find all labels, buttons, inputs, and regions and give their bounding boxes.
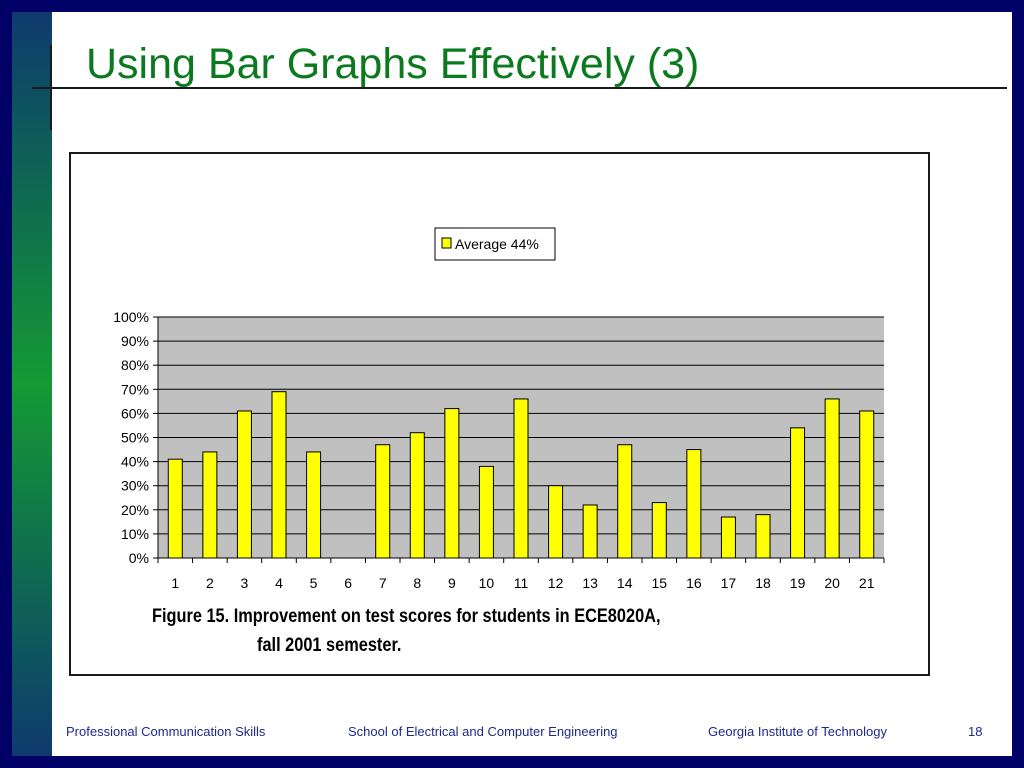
bar — [651, 502, 667, 559]
legend-label: Average 44% — [455, 236, 539, 252]
footer-institution: Georgia Institute of Technology — [708, 724, 887, 739]
bar — [409, 432, 425, 559]
slide-title: Using Bar Graphs Effectively (3) — [86, 40, 700, 88]
bar — [236, 410, 252, 559]
x-tick-label: 12 — [548, 575, 564, 591]
x-tick-label: 3 — [241, 575, 249, 591]
legend-swatch — [441, 237, 452, 249]
x-tick-label: 16 — [686, 575, 702, 591]
x-tick-label: 14 — [617, 575, 633, 591]
chart-frame: 0% 10% 20% 30% 40% 50% 60% 70% 80% 90% 100% 1 2 3 4 5 6 7… — [69, 152, 930, 676]
x-tick-label: 18 — [755, 575, 771, 591]
x-tick-label: 7 — [379, 575, 387, 591]
bar — [617, 444, 633, 559]
legend-box — [434, 227, 556, 261]
bar — [167, 458, 183, 559]
y-tick-label: 50% — [121, 430, 149, 446]
bar — [271, 391, 287, 559]
x-tick-label: 1 — [171, 575, 179, 591]
y-tick-label: 100% — [113, 309, 149, 325]
x-tick-label: 11 — [514, 575, 529, 591]
y-tick-label: 10% — [121, 526, 149, 542]
bar — [548, 485, 564, 559]
bar — [375, 444, 391, 559]
bar — [859, 410, 875, 559]
y-tick-label: 70% — [121, 381, 149, 397]
y-tick-label: 60% — [121, 405, 149, 421]
title-underline — [32, 87, 1007, 89]
x-tick-label: 21 — [859, 575, 875, 591]
x-tick-label: 5 — [310, 575, 318, 591]
slide-left-bar — [12, 12, 52, 756]
x-tick-label: 13 — [582, 575, 598, 591]
footer-school: School of Electrical and Computer Engine… — [348, 724, 618, 739]
bar — [755, 514, 771, 559]
bar — [202, 451, 218, 559]
figure-caption-line-2: fall 2001 semester. — [257, 635, 402, 656]
y-tick-label: 30% — [121, 478, 149, 494]
y-tick-label: 80% — [121, 357, 149, 373]
bar — [720, 516, 736, 559]
bar — [824, 398, 840, 559]
footer-course: Professional Communication Skills — [66, 724, 266, 739]
bar — [513, 398, 529, 559]
figure-caption-line-1: Figure 15. Improvement on test scores fo… — [152, 606, 661, 627]
footer-page-number: 18 — [968, 724, 983, 739]
x-tick-label: 17 — [721, 575, 737, 591]
y-tick-label: 40% — [121, 454, 149, 470]
x-tick-label: 8 — [413, 575, 421, 591]
bar — [306, 451, 322, 559]
x-tick-label: 9 — [448, 575, 456, 591]
bar-chart: 0%10%20%30%40%50%60%70%80%90%100%1 2 3 4 5 6 7… — [113, 227, 885, 591]
x-tick-label: 6 — [344, 575, 352, 591]
y-tick-label: 20% — [121, 502, 149, 518]
bar — [582, 504, 598, 559]
bar — [444, 408, 460, 559]
y-tick-label: 90% — [121, 333, 149, 349]
bar — [478, 465, 494, 559]
bar — [686, 449, 702, 559]
x-tick-label: 4 — [275, 575, 283, 591]
x-tick-label: 10 — [479, 575, 495, 591]
x-tick-label: 2 — [206, 575, 214, 591]
bar — [790, 427, 806, 559]
x-tick-label: 19 — [790, 575, 806, 591]
x-tick-label: 15 — [651, 575, 667, 591]
x-tick-label: 20 — [824, 575, 840, 591]
y-tick-label: 0% — [129, 550, 149, 566]
